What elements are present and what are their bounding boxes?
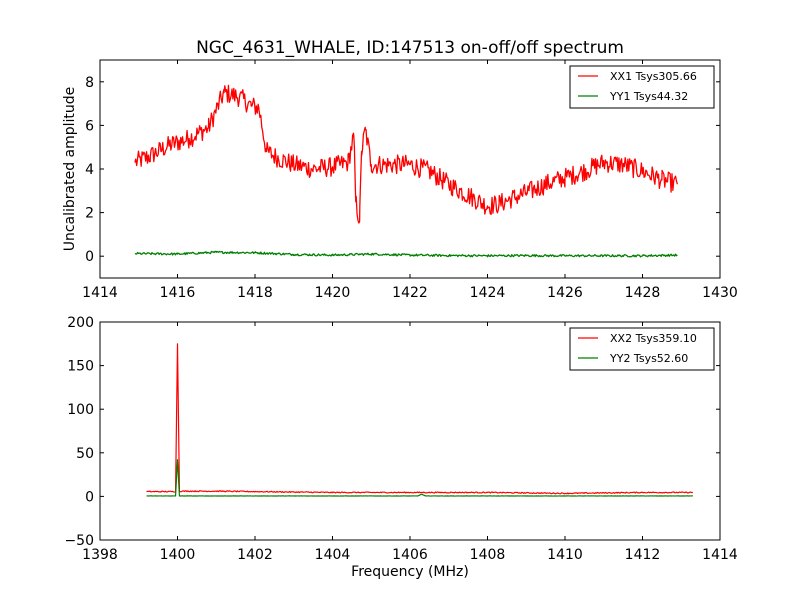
x-tick-label: 1428 (625, 285, 661, 301)
top-axes-frame (99, 59, 721, 279)
chart-title: NGC_4631_WHALE, ID:147513 on-off/off spe… (196, 38, 624, 58)
x-axis-label: Frequency (MHz) (351, 564, 469, 580)
x-tick-label: 1410 (547, 547, 583, 563)
y-tick-label: 0 (85, 489, 94, 505)
x-tick-label: 1414 (82, 285, 118, 301)
y-tick-label: 0 (85, 249, 94, 265)
top-plot-lines (134, 84, 679, 258)
x-tick-label: 1398 (82, 547, 118, 563)
bottom-axes: 1398 1400 1402 1404 1406 1408 1410 1412 1414 −50 0… (64, 315, 737, 580)
x-tick-label: 1412 (625, 547, 661, 563)
x-tick-label: 1430 (702, 285, 738, 301)
legend-label-xx1: XX1 Tsys305.66 (610, 70, 697, 83)
bottom-legend: XX2 Tsys359.10 YY2 Tsys52.60 (569, 327, 715, 371)
legend-label-xx2: XX2 Tsys359.10 (610, 332, 697, 345)
x-tick-label: 1422 (392, 285, 428, 301)
series-line-yy2 (146, 459, 693, 497)
y-tick-label: 50 (76, 446, 94, 462)
x-tick-label: 1404 (315, 547, 351, 563)
x-tick-label: 1424 (470, 285, 506, 301)
bottom-plot-lines (146, 343, 693, 497)
y-tick-label: −50 (64, 533, 94, 549)
x-tick-label: 1420 (315, 285, 351, 301)
y-tick-label: 4 (85, 162, 94, 178)
series-line-yy1 (134, 250, 678, 258)
legend-label-yy2: YY2 Tsys52.60 (609, 352, 688, 365)
x-tick-label: 1408 (470, 547, 506, 563)
y-tick-label: 8 (85, 75, 94, 91)
series-line-xx1 (134, 84, 679, 224)
y-tick-label: 100 (67, 402, 94, 418)
top-legend-box (569, 65, 715, 109)
x-tick-label: 1400 (160, 547, 196, 563)
bottom-legend-box (569, 327, 715, 371)
x-tick-label: 1402 (237, 547, 273, 563)
x-tick-label: 1416 (160, 285, 196, 301)
bottom-axis-ticks: 1398 1400 1402 1404 1406 1408 1410 1412 1414 −50 0… (64, 315, 737, 563)
top-axes: 1414 1416 1418 1420 1422 1424 1426 1428 1430 0 2 4 6… (62, 59, 738, 301)
y-tick-label: 200 (67, 315, 94, 331)
series-line-xx2 (146, 343, 693, 495)
bottom-axes-frame (99, 321, 721, 541)
top-legend: XX1 Tsys305.66 YY1 Tsys44.32 (569, 65, 715, 109)
x-tick-label: 1406 (392, 547, 428, 563)
y-tick-label: 6 (85, 118, 94, 134)
y-tick-label: 150 (67, 359, 94, 375)
legend-label-yy1: YY1 Tsys44.32 (609, 90, 688, 103)
x-tick-label: 1426 (547, 285, 583, 301)
top-axis-ticks: 1414 1416 1418 1420 1422 1424 1426 1428 1430 0 2 4 6… (82, 60, 738, 301)
y-tick-label: 2 (85, 206, 94, 222)
x-tick-label: 1414 (702, 547, 738, 563)
top-y-axis-label: Uncalibrated amplitude (62, 87, 78, 252)
x-tick-label: 1418 (237, 285, 273, 301)
